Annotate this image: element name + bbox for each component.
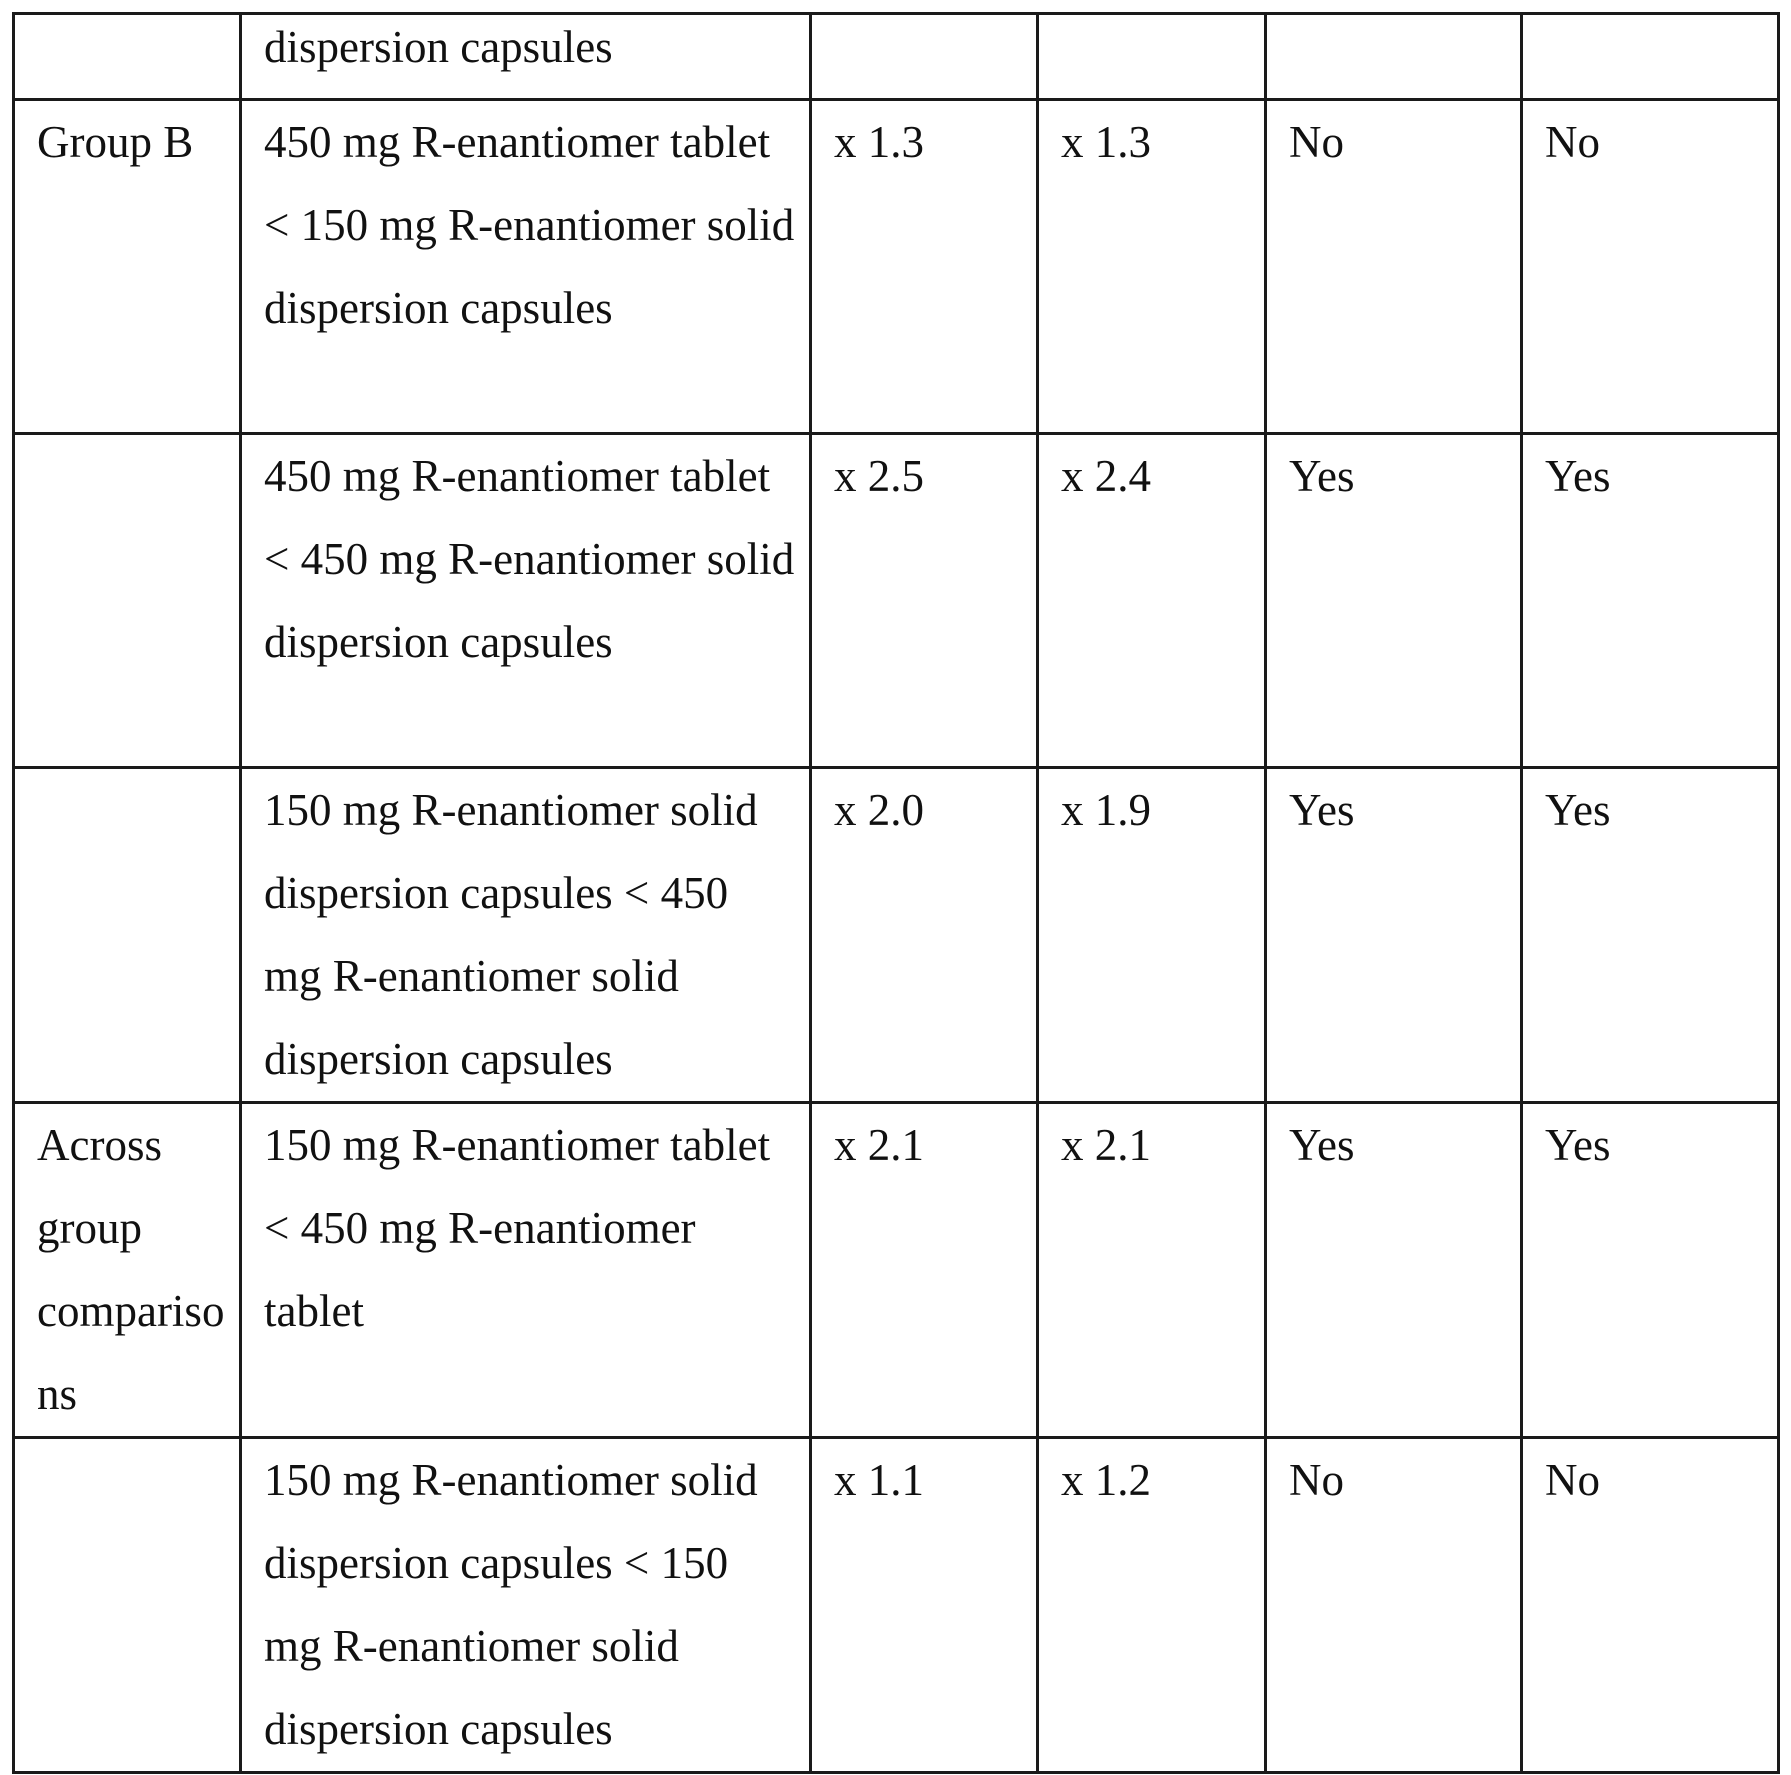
ratio-1-cell: x 2.5 — [811, 434, 1038, 768]
ratio-1-cell: x 1.1 — [811, 1438, 1038, 1773]
table-row: dispersion capsules — [14, 14, 1779, 100]
significance-1-cell: Yes — [1266, 434, 1522, 768]
ratio-2-cell: x 1.9 — [1038, 768, 1266, 1103]
significance-2-cell: No — [1522, 100, 1779, 434]
table-row: Group B 450 mg R-enantiomer tablet < 150… — [14, 100, 1779, 434]
results-table-container: dispersion capsules Group B 450 mg R-ena… — [12, 12, 1777, 1774]
group-cell — [14, 434, 241, 768]
ratio-2-cell: x 1.3 — [1038, 100, 1266, 434]
ratio-2-cell: x 2.4 — [1038, 434, 1266, 768]
group-cell: Group B — [14, 100, 241, 434]
significance-1-cell: No — [1266, 1438, 1522, 1773]
group-cell — [14, 14, 241, 100]
ratio-1-cell: x 2.0 — [811, 768, 1038, 1103]
table-row: 450 mg R-enantiomer tablet < 450 mg R-en… — [14, 434, 1779, 768]
ratio-1-cell: x 1.3 — [811, 100, 1038, 434]
significance-1-cell: Yes — [1266, 768, 1522, 1103]
group-cell: Across group comparisons — [14, 1103, 241, 1438]
significance-2-cell: Yes — [1522, 768, 1779, 1103]
group-cell — [14, 768, 241, 1103]
significance-2-cell — [1522, 14, 1779, 100]
results-table: dispersion capsules Group B 450 mg R-ena… — [12, 12, 1780, 1774]
significance-2-cell: No — [1522, 1438, 1779, 1773]
comparison-cell: 450 mg R-enantiomer tablet < 150 mg R-en… — [241, 100, 811, 434]
comparison-cell: dispersion capsules — [241, 14, 811, 100]
significance-1-cell: No — [1266, 100, 1522, 434]
table-row: 150 mg R-enantiomer solid dispersion cap… — [14, 1438, 1779, 1773]
ratio-2-cell — [1038, 14, 1266, 100]
ratio-2-cell: x 1.2 — [1038, 1438, 1266, 1773]
significance-2-cell: Yes — [1522, 434, 1779, 768]
significance-1-cell — [1266, 14, 1522, 100]
comparison-cell: 150 mg R-enantiomer tablet < 450 mg R-en… — [241, 1103, 811, 1438]
group-cell — [14, 1438, 241, 1773]
comparison-cell: 450 mg R-enantiomer tablet < 450 mg R-en… — [241, 434, 811, 768]
comparison-cell: 150 mg R-enantiomer solid dispersion cap… — [241, 1438, 811, 1773]
ratio-1-cell: x 2.1 — [811, 1103, 1038, 1438]
table-row: 150 mg R-enantiomer solid dispersion cap… — [14, 768, 1779, 1103]
significance-1-cell: Yes — [1266, 1103, 1522, 1438]
ratio-2-cell: x 2.1 — [1038, 1103, 1266, 1438]
comparison-cell: 150 mg R-enantiomer solid dispersion cap… — [241, 768, 811, 1103]
significance-2-cell: Yes — [1522, 1103, 1779, 1438]
table-row: Across group comparisons 150 mg R-enanti… — [14, 1103, 1779, 1438]
ratio-1-cell — [811, 14, 1038, 100]
